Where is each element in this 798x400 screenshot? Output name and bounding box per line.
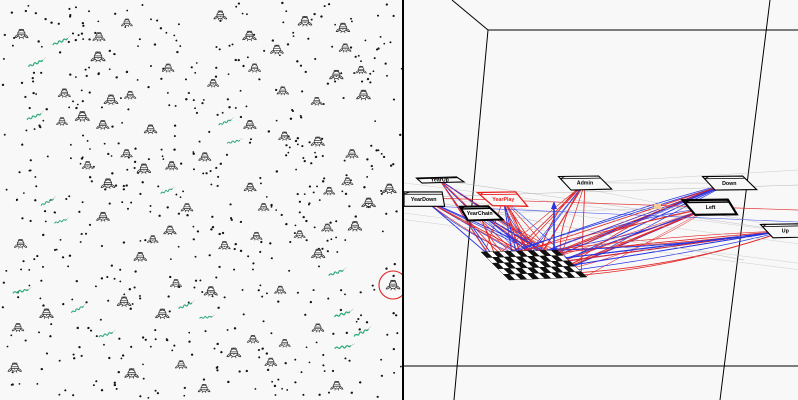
svg-text:YearChain: YearChain — [467, 211, 493, 217]
svg-text:YearPlay: YearPlay — [492, 197, 514, 203]
svg-text:Left: Left — [706, 205, 716, 211]
svg-text:Up: Up — [782, 229, 790, 235]
svg-text:Admin: Admin — [577, 181, 593, 187]
svg-text:Down: Down — [722, 181, 736, 187]
svg-text:YearDown: YearDown — [411, 197, 437, 203]
svg-text:YearUp: YearUp — [431, 178, 450, 184]
